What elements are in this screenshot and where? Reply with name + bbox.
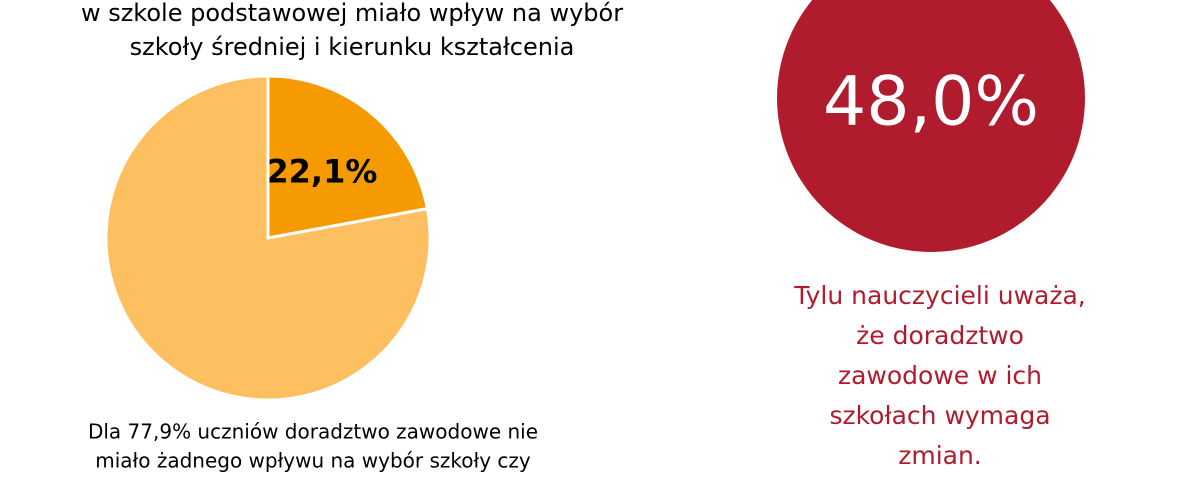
pie-slice xyxy=(104,74,432,402)
stat-caption: szkołach wymaga xyxy=(829,401,1050,430)
stat-caption: Tylu nauczycieli uważa, xyxy=(793,281,1086,310)
stat-circle xyxy=(777,0,1085,252)
stat-caption: że doradztwo xyxy=(856,321,1024,350)
pie-note: Dla 77,9% uczniów doradztwo zawodowe nie xyxy=(88,420,538,444)
pie-title: w szkole podstawowej miało wpływ na wybó… xyxy=(81,0,623,27)
pie-slice xyxy=(266,74,430,240)
slice-label: 22,1% xyxy=(266,152,377,190)
pie-note: miało żadnego wpływu na wybór szkoły czy xyxy=(95,449,531,473)
stat-value: 48,0% xyxy=(823,63,1039,142)
pie-title: szkoły średniej i kierunku kształcenia xyxy=(130,33,575,61)
stat-caption: zawodowe w ich xyxy=(838,361,1042,390)
stat-caption: zmian. xyxy=(898,441,982,470)
